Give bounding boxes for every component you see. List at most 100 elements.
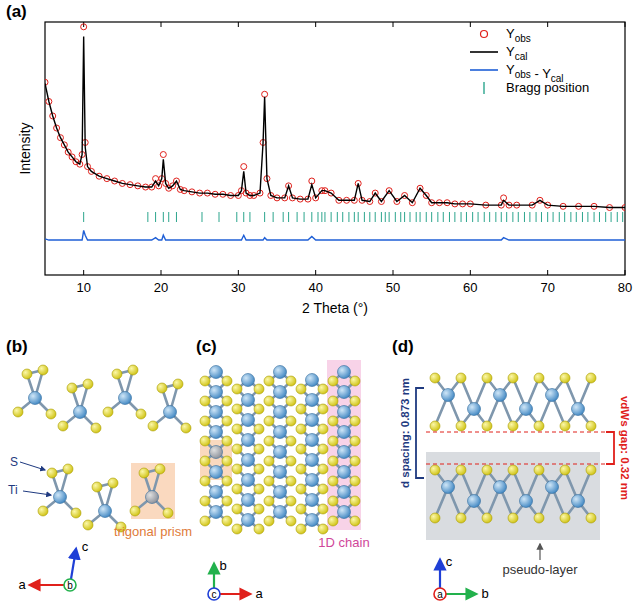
atom-ti (468, 403, 481, 416)
atom-s (286, 396, 296, 406)
bragg-tick (484, 212, 485, 222)
x-tick-top (161, 22, 162, 27)
bragg-tick (375, 212, 376, 222)
x-tick-label: 40 (308, 280, 322, 295)
bragg-tick (410, 212, 411, 222)
atom-s (58, 421, 68, 431)
axis-dot (434, 588, 446, 600)
atom-s (350, 496, 360, 506)
atom-ti (54, 491, 67, 504)
x-tick-top (547, 22, 548, 27)
atom-ti (306, 494, 319, 507)
atom-s (108, 478, 118, 488)
legend-label: Yobs (506, 26, 531, 44)
atom-s (232, 444, 242, 454)
atom-ti (306, 454, 319, 467)
axis-label: c (212, 589, 217, 600)
atom-s (181, 423, 191, 433)
atom-s (586, 373, 596, 383)
bragg-tick (331, 212, 332, 222)
x-tick (315, 270, 316, 275)
atom-s (586, 465, 596, 475)
bragg-tick (264, 212, 265, 222)
atom-s (328, 516, 338, 526)
atom-s (296, 404, 306, 414)
atom-s (264, 516, 274, 526)
atom-s (560, 513, 570, 523)
atom-s (200, 396, 210, 406)
gap-line (426, 464, 612, 465)
atom-s (222, 416, 232, 426)
text-part: Y (506, 26, 515, 41)
x-tick (393, 270, 394, 275)
atom-s (286, 456, 296, 466)
atom-ti (520, 403, 533, 416)
bragg-tick (400, 212, 401, 222)
atom-s (67, 383, 77, 393)
atom-ti (338, 446, 351, 459)
atom-s (430, 513, 440, 523)
bragg-tick (249, 212, 250, 222)
bragg-tick (495, 212, 496, 222)
bragg-tick (564, 212, 565, 222)
atom-s (328, 496, 338, 506)
bragg-tick (529, 212, 530, 222)
atom-s (200, 436, 210, 446)
atom-ti (119, 392, 132, 405)
pseudo-layer-box (426, 452, 600, 540)
atom-ti (306, 434, 319, 447)
atom-s (350, 476, 360, 486)
bragg-tick (83, 212, 84, 222)
atom-s (264, 476, 274, 486)
atom-ti (338, 386, 351, 399)
bragg-tick (155, 212, 156, 222)
obs-point (241, 164, 247, 170)
x-tick-top (83, 22, 84, 27)
atom-ti (274, 386, 287, 399)
series-line (45, 230, 625, 240)
text-part: Y (506, 62, 515, 77)
atom-s (254, 424, 264, 434)
atom-label: Ti (8, 483, 18, 497)
bragg-tick (354, 212, 355, 222)
atom-s (328, 436, 338, 446)
legend-label: Bragg position (506, 80, 589, 95)
x-tick-top (238, 22, 239, 27)
axis-label: c (82, 539, 89, 554)
x-tick-label: 80 (618, 280, 632, 295)
atom-ti (146, 491, 159, 504)
atom-s (482, 373, 492, 383)
axis-label: a (437, 589, 443, 600)
atom-s (286, 376, 296, 386)
atom-ti (306, 394, 319, 407)
atom-s (222, 456, 232, 466)
bragg-tick (449, 212, 450, 222)
atom-s (83, 520, 93, 530)
atom-s (163, 508, 173, 518)
bonds (435, 378, 591, 518)
atom-s (286, 416, 296, 426)
atom-s (232, 464, 242, 474)
bragg-tick (559, 212, 560, 222)
atom-s (232, 504, 242, 514)
atom-ti (210, 386, 223, 399)
bragg-tick (582, 212, 583, 222)
gap-line (426, 432, 612, 433)
bragg-tick (297, 212, 298, 222)
atom-ti (274, 446, 287, 459)
atom-s (112, 369, 122, 379)
bragg-tick (385, 212, 386, 222)
highlight-chain (327, 360, 361, 530)
atom-s (22, 369, 32, 379)
bragg-tick (461, 212, 462, 222)
obs-point (160, 152, 166, 158)
text-part: Y (542, 66, 551, 81)
bragg-tick (201, 212, 202, 222)
atom-s (232, 384, 242, 394)
atom-s (328, 416, 338, 426)
bragg-tick (617, 212, 618, 222)
bragg-tick (311, 212, 312, 222)
axis-dot (208, 588, 220, 600)
atoms (430, 373, 596, 523)
subscript: obs (515, 33, 531, 44)
